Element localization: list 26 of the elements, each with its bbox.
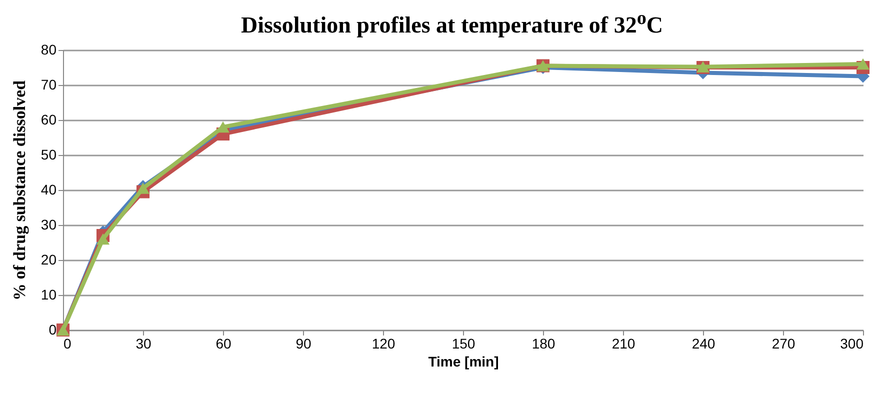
y-tick-label: 0 xyxy=(48,322,57,338)
chart-title: Dissolution profiles at temperature of 32$^{o}$C xyxy=(240,7,664,38)
point xyxy=(136,182,150,194)
x-tick-label: 180 xyxy=(532,336,556,352)
x-tick-label: 30 xyxy=(136,336,152,352)
y-tick-label: 30 xyxy=(40,216,57,232)
y-tick-label: 40 xyxy=(40,182,57,198)
y-tick-label: 60 xyxy=(40,112,57,128)
x-tick-label: 240 xyxy=(692,336,716,352)
y-tick-label: 20 xyxy=(40,252,57,268)
x-axis-title: Time [min] xyxy=(428,354,499,370)
x-tick-label: 210 xyxy=(612,336,636,352)
y-tick-label: 50 xyxy=(40,146,57,162)
y-axis-title: % of drug substance dissolved xyxy=(10,80,29,301)
point xyxy=(856,58,870,70)
x-tick-label: 120 xyxy=(372,336,396,352)
x-tick-label: 150 xyxy=(452,336,476,352)
y-tick-label: 80 xyxy=(40,42,57,58)
x-tick-label: 0 xyxy=(64,336,72,352)
x-tick-label: 90 xyxy=(296,336,312,352)
point xyxy=(96,233,110,245)
x-tick-label: 270 xyxy=(772,336,796,352)
x-tick-label: 300 xyxy=(840,336,864,352)
y-tick-label: 10 xyxy=(40,286,57,302)
x-tick-label: 60 xyxy=(216,336,232,352)
y-tick-label: 70 xyxy=(40,76,57,92)
